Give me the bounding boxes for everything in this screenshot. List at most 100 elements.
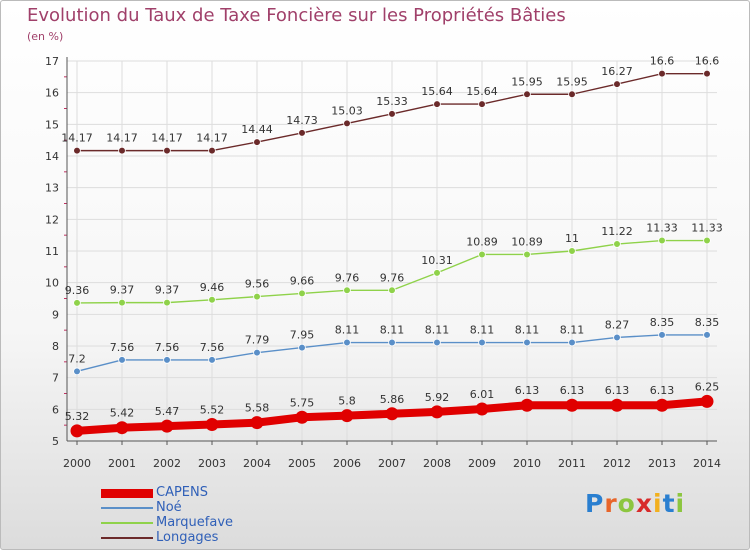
data-point bbox=[388, 110, 396, 118]
legend-label: Noé bbox=[156, 500, 182, 515]
data-point bbox=[565, 398, 579, 412]
x-tick-label: 2001 bbox=[108, 457, 136, 470]
data-point bbox=[118, 356, 126, 364]
data-point bbox=[73, 367, 81, 376]
data-label: 5.8 bbox=[338, 395, 356, 408]
data-label: 14.17 bbox=[106, 132, 138, 145]
data-point bbox=[523, 338, 531, 347]
data-point bbox=[163, 146, 171, 155]
data-point bbox=[343, 119, 351, 128]
data-label: 9.37 bbox=[155, 284, 180, 297]
legend-item: Marquefave bbox=[101, 515, 321, 531]
data-label: 8.11 bbox=[560, 324, 585, 337]
legend-swatch bbox=[101, 488, 153, 498]
data-point bbox=[205, 418, 219, 432]
legend-label: Marquefave bbox=[156, 515, 234, 530]
logo-letter: o bbox=[617, 489, 636, 518]
data-point bbox=[655, 398, 669, 412]
data-label: 8.11 bbox=[470, 324, 495, 337]
data-label: 8.11 bbox=[425, 324, 450, 337]
data-point bbox=[433, 269, 441, 277]
data-point bbox=[475, 402, 489, 416]
data-label: 10.89 bbox=[511, 235, 543, 248]
data-label: 8.11 bbox=[380, 324, 405, 337]
data-point bbox=[703, 236, 711, 245]
data-label: 9.66 bbox=[290, 274, 315, 287]
data-label: 7.56 bbox=[110, 341, 135, 354]
data-label: 14.17 bbox=[151, 132, 183, 145]
data-label: 7.79 bbox=[245, 334, 270, 347]
y-tick-label: 12 bbox=[45, 213, 59, 226]
data-label: 14.73 bbox=[286, 114, 318, 127]
data-point bbox=[208, 356, 216, 364]
data-point bbox=[298, 343, 306, 352]
data-point bbox=[253, 138, 261, 146]
data-label: 5.42 bbox=[110, 407, 135, 420]
data-label: 11.22 bbox=[601, 225, 633, 238]
data-point bbox=[568, 90, 576, 99]
data-point bbox=[523, 90, 531, 99]
y-tick-label: 16 bbox=[45, 87, 59, 100]
logo-letter: x bbox=[635, 489, 653, 518]
y-tick-label: 10 bbox=[45, 277, 59, 290]
data-label: 15.33 bbox=[376, 95, 408, 108]
data-point bbox=[343, 286, 351, 295]
data-label: 11.33 bbox=[646, 222, 678, 235]
data-point bbox=[208, 146, 216, 155]
data-point bbox=[430, 405, 444, 419]
y-tick-label: 17 bbox=[45, 55, 59, 68]
y-tick-label: 13 bbox=[45, 182, 59, 195]
data-label: 8.27 bbox=[605, 318, 630, 331]
data-label: 5.32 bbox=[65, 410, 90, 423]
data-point bbox=[658, 69, 666, 78]
data-point bbox=[700, 394, 714, 408]
data-label: 14.44 bbox=[241, 123, 273, 136]
data-point bbox=[433, 338, 441, 347]
data-label: 9.76 bbox=[335, 271, 360, 284]
legend-item: CAPENS bbox=[101, 485, 321, 501]
data-label: 11.33 bbox=[691, 222, 723, 235]
logo-letter: i bbox=[653, 489, 663, 518]
data-label: 6.25 bbox=[695, 380, 720, 393]
data-point bbox=[478, 100, 486, 108]
data-label: 6.01 bbox=[470, 388, 495, 401]
legend-label: Longages bbox=[156, 530, 219, 545]
data-label: 9.56 bbox=[245, 278, 270, 291]
data-point bbox=[478, 250, 486, 259]
x-tick-label: 2006 bbox=[333, 457, 361, 470]
data-label: 6.13 bbox=[605, 384, 630, 397]
x-tick-label: 2002 bbox=[153, 457, 181, 470]
chart-subtitle: (en %) bbox=[27, 30, 64, 43]
x-tick-label: 2005 bbox=[288, 457, 316, 470]
data-label: 14.17 bbox=[61, 132, 93, 145]
data-point bbox=[433, 100, 441, 108]
logo-letter: r bbox=[604, 489, 618, 518]
legend-label: CAPENS bbox=[156, 485, 208, 500]
data-label: 15.64 bbox=[421, 85, 453, 98]
data-point bbox=[70, 424, 84, 438]
data-label: 9.37 bbox=[110, 284, 135, 297]
data-label: 15.64 bbox=[466, 85, 498, 98]
data-point bbox=[115, 421, 129, 435]
data-point bbox=[298, 129, 306, 137]
x-tick-label: 2012 bbox=[603, 457, 631, 470]
data-label: 16.27 bbox=[601, 65, 633, 78]
legend-swatch bbox=[101, 522, 153, 524]
data-label: 14.17 bbox=[196, 132, 228, 145]
data-point bbox=[610, 398, 624, 412]
x-tick-label: 2011 bbox=[558, 457, 586, 470]
data-point bbox=[73, 299, 81, 307]
data-point bbox=[613, 333, 621, 342]
data-label: 5.92 bbox=[425, 391, 450, 404]
data-label: 8.11 bbox=[335, 324, 360, 337]
data-point bbox=[163, 356, 171, 364]
data-label: 5.75 bbox=[290, 396, 315, 409]
data-point bbox=[388, 286, 396, 295]
x-tick-label: 2009 bbox=[468, 457, 496, 470]
logo-letter: t bbox=[662, 489, 676, 518]
data-point bbox=[388, 338, 396, 347]
data-point bbox=[295, 410, 309, 424]
logo-letter: i bbox=[675, 489, 686, 518]
data-label: 16.6 bbox=[695, 55, 720, 68]
